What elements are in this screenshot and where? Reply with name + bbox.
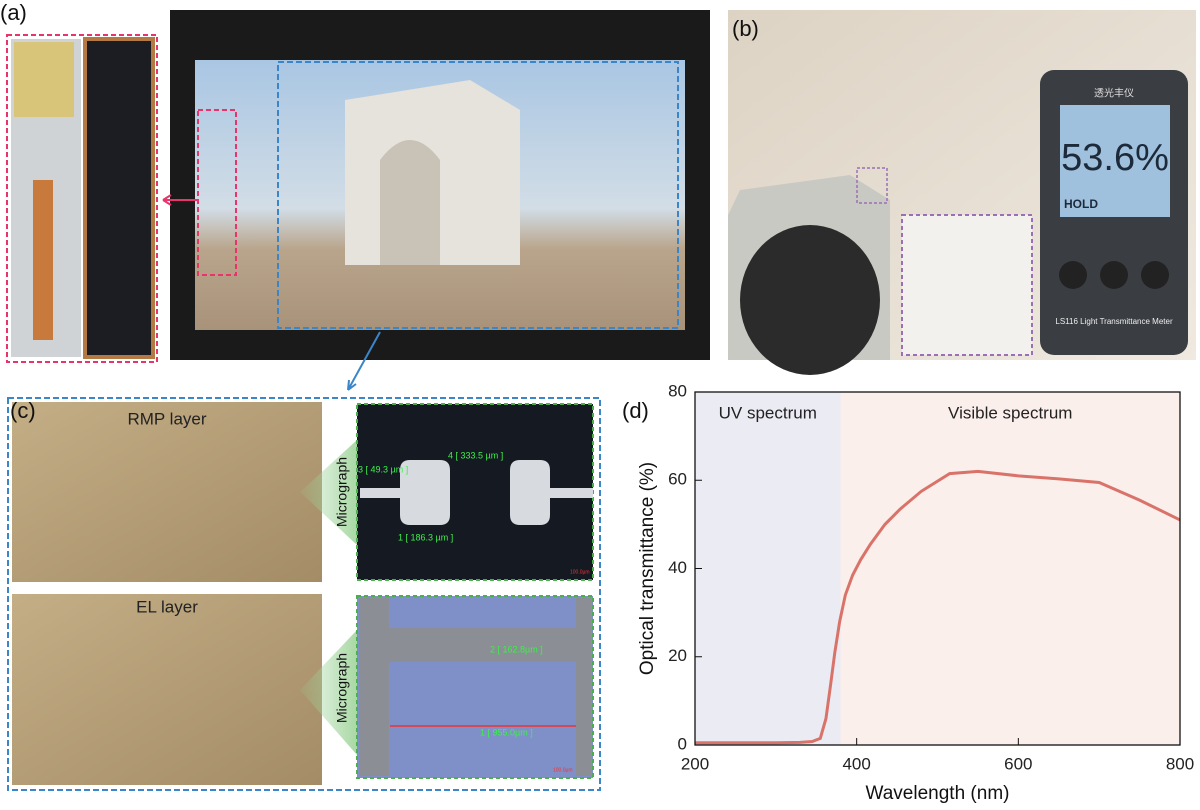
measurement: 1 [ 186.3 µm ] xyxy=(398,532,453,542)
panel-frame xyxy=(7,397,601,791)
device-frame xyxy=(197,109,237,276)
button xyxy=(1100,261,1128,289)
chart: UV spectrum Visible spectrum 0 20 40 60 80 200 4… xyxy=(637,381,1194,804)
panel-label: (d) xyxy=(622,398,649,423)
reading: 53.6% xyxy=(1061,137,1169,179)
x-axis-label: Wavelength (nm) xyxy=(866,783,1010,804)
y-axis-label: Optical transmittance (%) xyxy=(637,462,658,675)
y-tick-label: 20 xyxy=(668,646,687,665)
meter-model: LS116 Light Transmittance Meter xyxy=(1055,317,1173,326)
y-tick-label: 80 xyxy=(668,381,687,400)
micrograph-label: Micrograph xyxy=(334,653,350,723)
probe-head xyxy=(740,225,880,375)
panel-label: (c) xyxy=(10,398,36,423)
layer-name: EL layer xyxy=(136,597,198,616)
layer-name: RMP layer xyxy=(127,409,206,428)
trace xyxy=(359,628,591,662)
arrow xyxy=(347,331,381,391)
y-tick-label: 40 xyxy=(668,558,687,577)
el-photo xyxy=(12,594,322,785)
trace xyxy=(359,598,389,776)
button xyxy=(1141,261,1169,289)
transmittance-line xyxy=(695,469,1181,745)
measurement: 2 [ 162.8µm ] xyxy=(490,644,543,654)
region-label: Visible spectrum xyxy=(948,403,1072,422)
meter-screen xyxy=(1060,105,1170,217)
inset-frame xyxy=(6,34,158,363)
button xyxy=(1059,261,1087,289)
arch xyxy=(380,140,440,265)
rmp-photo xyxy=(12,402,322,582)
y-tick-label: 60 xyxy=(668,470,687,489)
sample-frame xyxy=(856,167,888,204)
trace xyxy=(576,598,591,776)
spectrum-region xyxy=(695,392,841,745)
region-label: UV spectrum xyxy=(719,403,817,422)
el-micrograph xyxy=(356,595,594,779)
panel-label: (a) xyxy=(0,0,27,25)
y-tick-label: 0 xyxy=(678,734,687,753)
battery xyxy=(14,42,74,117)
zoom-glow xyxy=(300,630,357,755)
scale-bar: 100.0µm xyxy=(553,767,573,773)
panel-label: (b) xyxy=(732,16,759,41)
x-tick-label: 400 xyxy=(842,754,870,773)
sample-inset xyxy=(901,214,1033,356)
measurement: 3 [ 49.3 µm ] xyxy=(358,464,408,474)
electrode xyxy=(510,460,593,525)
arrow xyxy=(162,194,198,206)
measurement: 1 [ 955.0µm ] xyxy=(480,727,533,737)
solar-cell xyxy=(83,37,155,359)
x-tick-label: 600 xyxy=(1004,754,1032,773)
zoom-glow xyxy=(300,440,357,545)
x-tick-label: 200 xyxy=(681,754,709,773)
meter-brand: 透光丰仪 xyxy=(1094,87,1134,100)
measurement: 4 [ 333.5 µm ] xyxy=(448,450,503,460)
x-tick-label: 800 xyxy=(1166,754,1194,773)
sample-frame xyxy=(277,61,679,329)
electrode xyxy=(360,460,450,525)
antenna xyxy=(33,180,53,340)
spectrum-region xyxy=(840,392,1180,745)
hold-indicator: HOLD xyxy=(1064,197,1098,211)
scale-bar: 100.0µm xyxy=(570,569,590,575)
micrograph-label: Micrograph xyxy=(334,457,350,527)
